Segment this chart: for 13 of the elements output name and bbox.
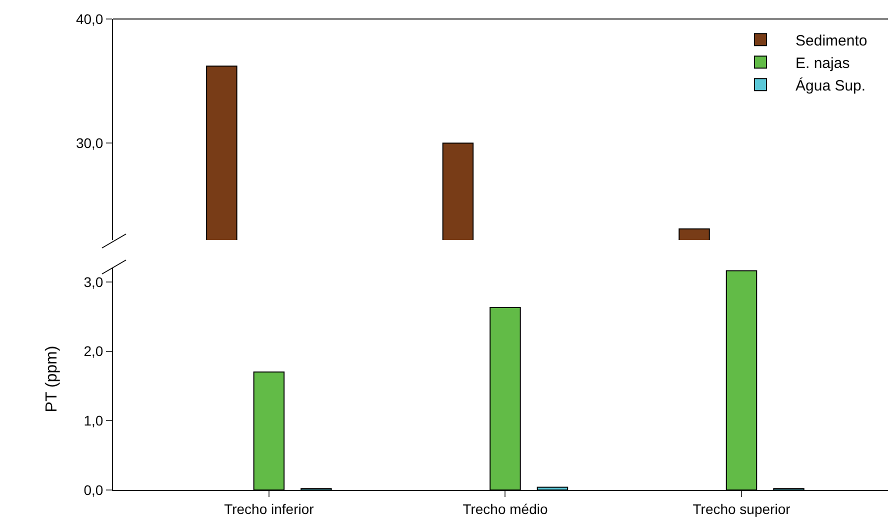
- legend-label: E. najas: [796, 55, 850, 72]
- y-tick-label: 0,0: [84, 482, 104, 498]
- y-tick-label: 2,0: [84, 343, 104, 360]
- x-tick-label: Trecho superior: [692, 500, 791, 517]
- y-tick-label: 30,0: [76, 135, 104, 152]
- x-tick-label: Trecho inferior: [224, 500, 314, 517]
- legend-label: Sedimento: [796, 32, 868, 50]
- y-tick-label: 40,0: [76, 10, 104, 27]
- x-tick-label: Trecho médio: [462, 500, 548, 517]
- legend-label: Água Sup.: [796, 76, 866, 95]
- y-axis-title: PT (ppm): [44, 346, 61, 412]
- y-tick-label: 1,0: [84, 412, 104, 429]
- y-tick-label: 3,0: [84, 274, 104, 290]
